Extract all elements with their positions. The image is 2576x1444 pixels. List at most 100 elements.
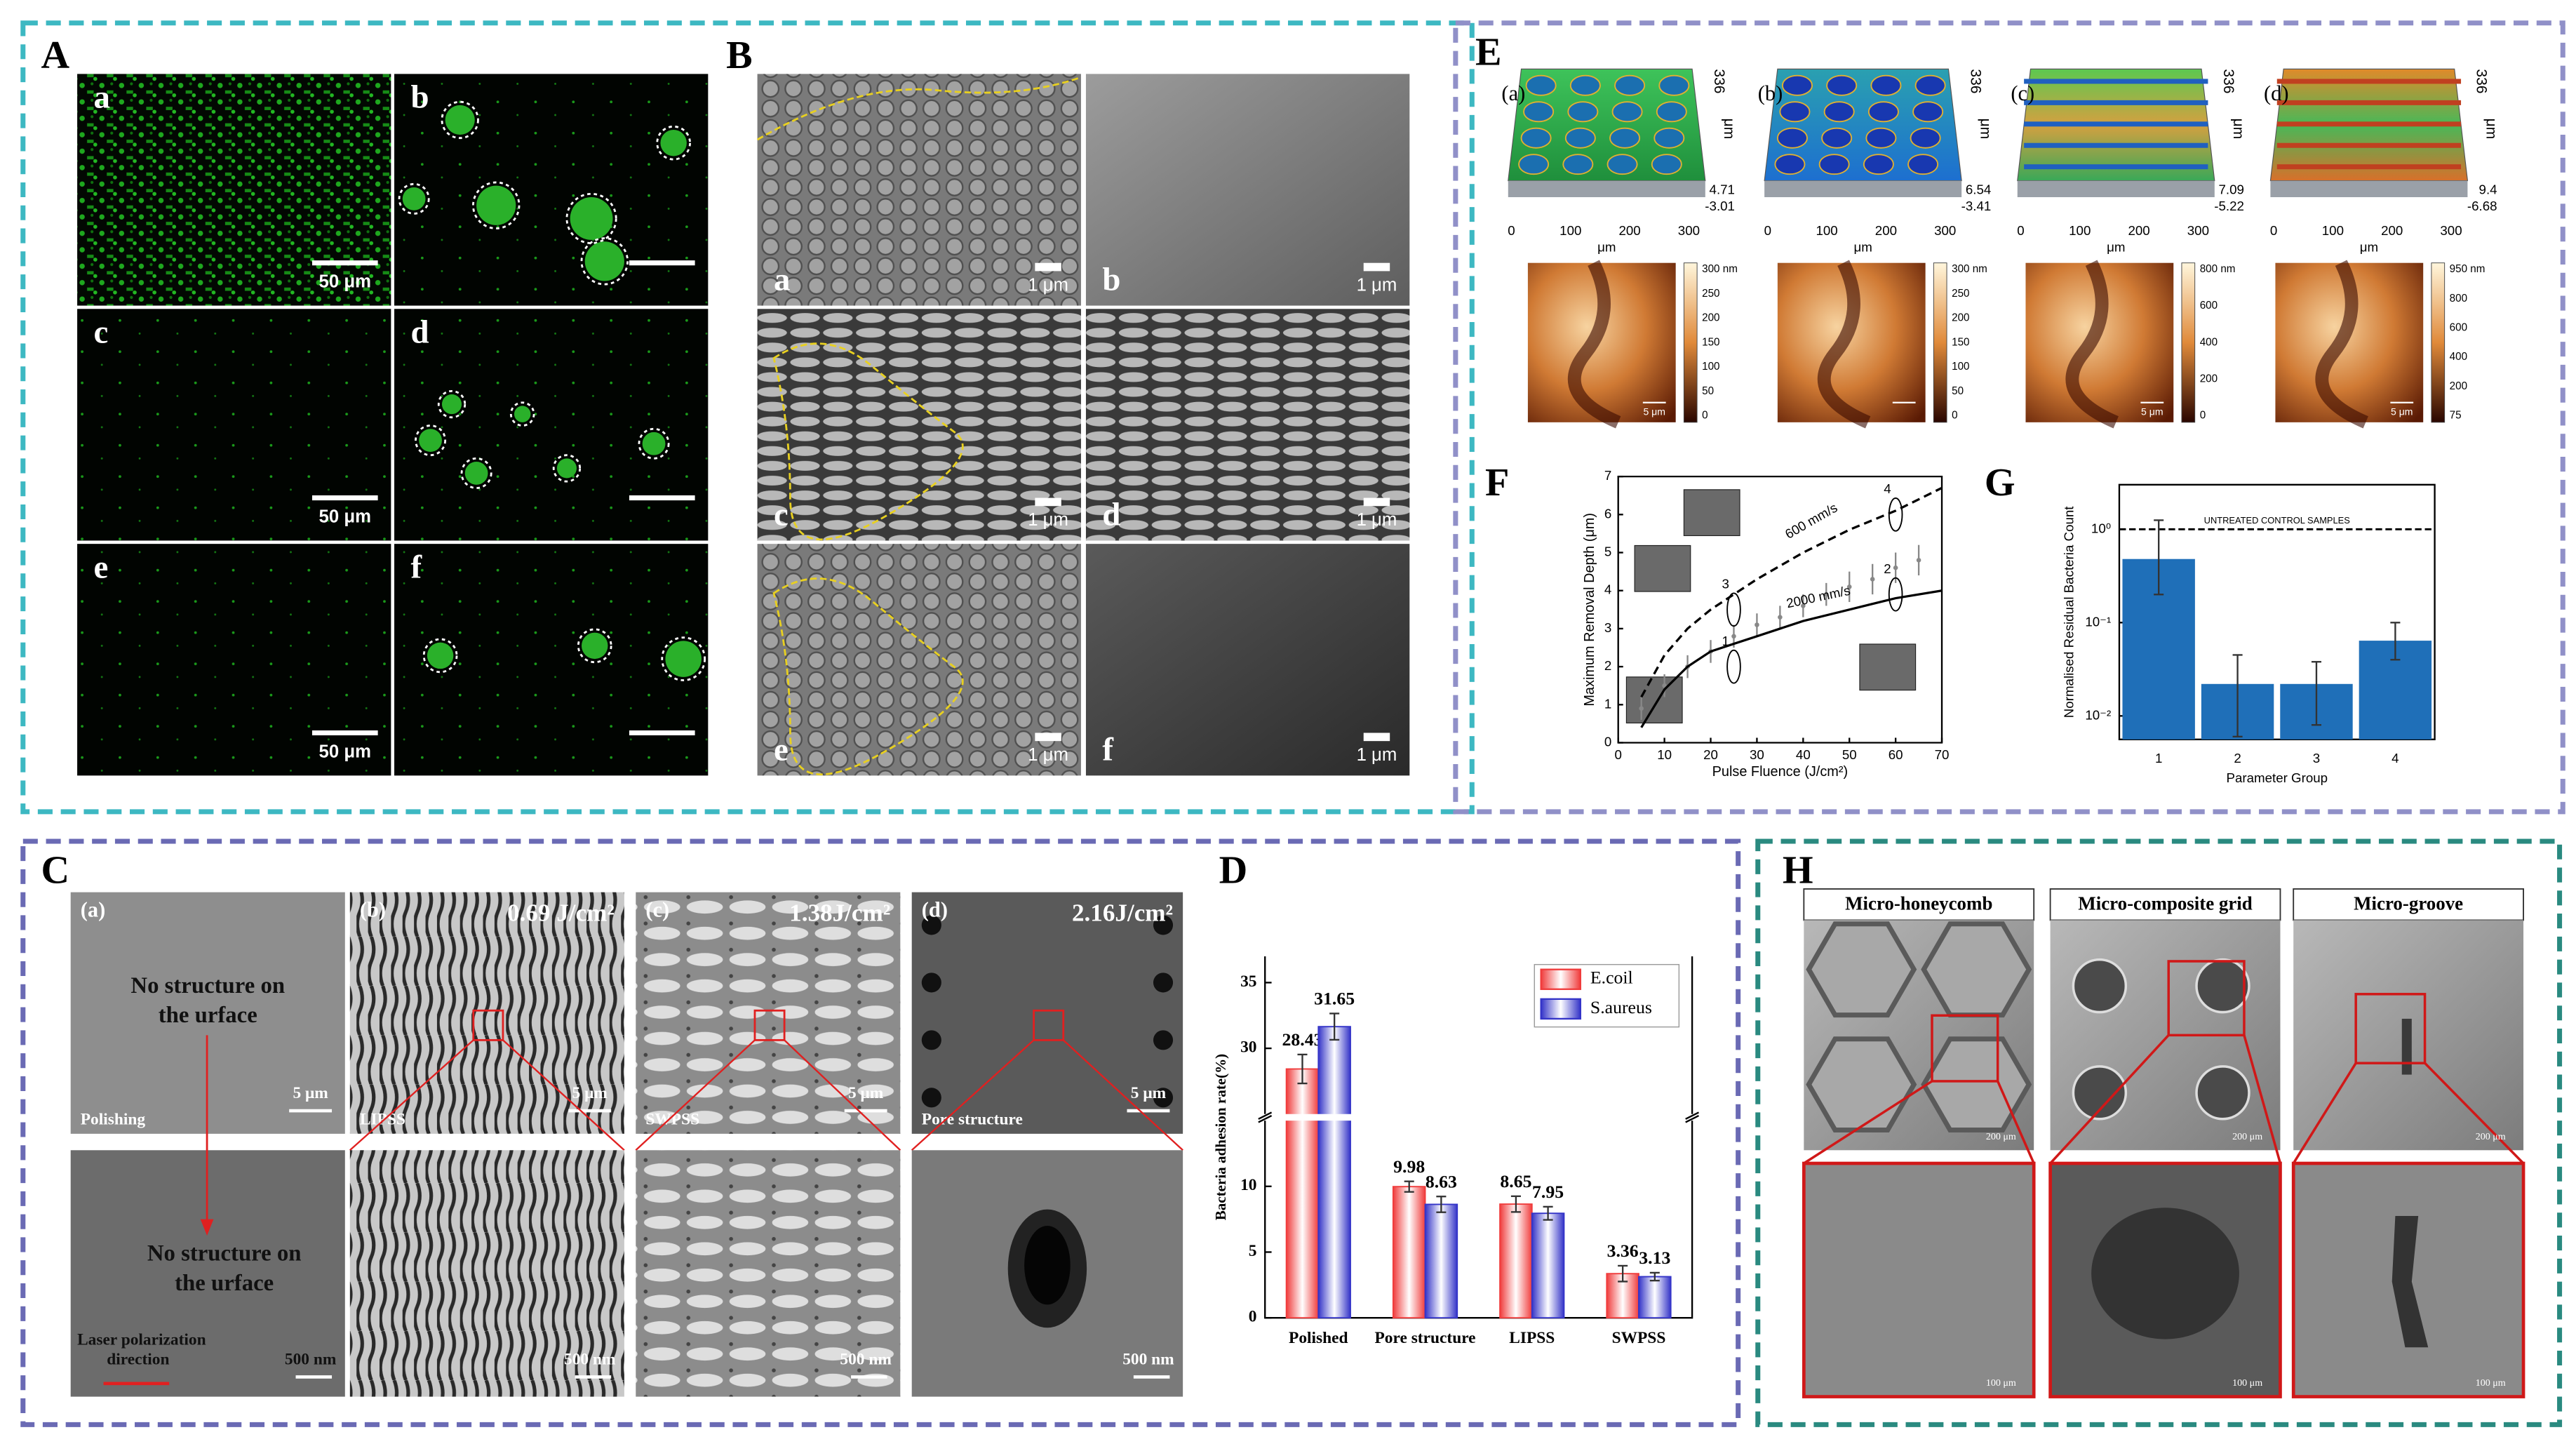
afm-feature [1567,260,1621,429]
colony-outline [638,427,670,460]
image-label: (c) [645,898,669,922]
surface-side [1508,180,1705,198]
image-label: d [410,314,429,350]
data-point [1731,634,1736,639]
colony [556,458,577,479]
colony-outline [580,237,629,286]
surface-side [1764,180,1962,198]
z-value: 6.54 [1966,182,1991,197]
image-label: c [93,314,108,350]
scale-bar-label: 1 μm [1028,745,1068,765]
afm-feature [2065,260,2119,429]
fluence-label: 0.69 J/cm² [507,899,615,926]
value-label: 3.36 [1607,1241,1639,1261]
title-box [1803,888,2035,921]
zoom-image [1802,1161,2036,1398]
colony-outline [441,100,479,140]
z-value: -5.22 [2214,199,2244,213]
scale-bar-label: 5 μm [2391,406,2413,417]
x-tick-label: 200 [2381,223,2403,238]
x-tick-label: 100 [2069,223,2091,238]
panel-label: F [1485,461,1509,504]
axis-label: 336 [1711,69,1727,93]
scale-bar-label: 100 μm [2476,1377,2506,1389]
honeycomb-cell [1806,1036,1917,1133]
colorbar [2181,262,2196,423]
surface-well [1564,127,1596,149]
honeycomb-cell [1806,921,1917,1018]
zoom-line [349,1039,474,1151]
scale-bar [1363,262,1390,272]
axis-unit: μm [2360,240,2378,255]
colorbar-label: 600 [2200,300,2218,312]
zoom-line [2049,1034,2170,1165]
data-point [1824,591,1829,597]
surface-well [1525,74,1557,96]
y-tick-label: 6 [1604,506,1611,521]
colorbar-label: 150 [1952,336,1969,348]
y-tick-label: 4 [1604,582,1611,597]
colony [514,406,531,422]
y-tick-label: 1 [1604,696,1611,711]
x-tick-label: 70 [1935,747,1950,762]
scale-bar-label: 500 nm [564,1350,616,1368]
annotation: 2 [1884,561,1891,576]
sem-image [911,892,1183,1134]
axis-break [1685,1115,1699,1123]
inset-image [1634,544,1691,592]
bar [1424,1203,1458,1319]
sem-image [757,544,1081,776]
surface-well [1818,154,1850,175]
y-tick-label: 2 [1604,658,1611,673]
annotation: 3 [1722,577,1729,591]
colony [582,632,608,660]
scale-bar-label: 1 μm [1357,745,1397,765]
surface-well [1520,127,1552,149]
surface-well [1774,154,1806,175]
colorbar-label: 800 nm [2200,263,2236,275]
pore [1153,972,1174,993]
colony-outline [577,628,612,664]
zoom-line [2292,1062,2357,1164]
colony [445,105,475,135]
reference-label: UNTREATED CONTROL SAMPLES [2204,515,2350,526]
colorbar [1933,262,1947,423]
colorbar-label: 75 [2450,409,2462,421]
y-axis-label: Normalised Residual Bacteria Count [2062,506,2077,718]
z-value: 7.09 [2219,182,2244,197]
panel-label: G [1985,461,2015,504]
annotation: 4 [1884,481,1891,496]
pore [921,1030,941,1050]
panel-frame [1453,20,2565,815]
colorbar-label: 50 [1952,385,1964,397]
scale-bar-label: 50 μm [319,742,371,761]
x-tick-label: 100 [1816,223,1838,238]
sem-image [349,892,624,1134]
fluence-label: 1.38J/cm² [789,899,890,926]
bar [1531,1212,1565,1319]
surface-well [1910,127,1941,149]
value-label: 9.98 [1393,1156,1425,1177]
boundary-outline [772,577,964,776]
value-label: 28.43 [1282,1029,1323,1050]
colorbar-label: 250 [1952,288,1969,300]
zoom-feature [2091,1208,2239,1339]
column-title: Micro-groove [2354,893,2463,914]
scale-bar-label: 5 μm [293,1084,328,1102]
afm-feature [2315,260,2368,429]
scale-bar [1035,497,1061,507]
colony [584,241,624,281]
colony-outline [656,125,691,161]
bar [1285,1068,1320,1319]
z-value: 4.71 [1710,182,1735,197]
surface-well [1562,154,1594,175]
scale-bar-label: 200 μm [1986,1131,2016,1142]
surface-well [1823,101,1855,123]
scale-bar-label: 5 μm [1643,406,1665,417]
colorbar-label: 50 [1702,385,1714,397]
sem-image [636,1150,901,1397]
note: the urface [159,1003,257,1028]
grid-pit [2072,1065,2128,1121]
axis-unit: μm [2483,119,2500,140]
colorbar [2431,262,2446,423]
